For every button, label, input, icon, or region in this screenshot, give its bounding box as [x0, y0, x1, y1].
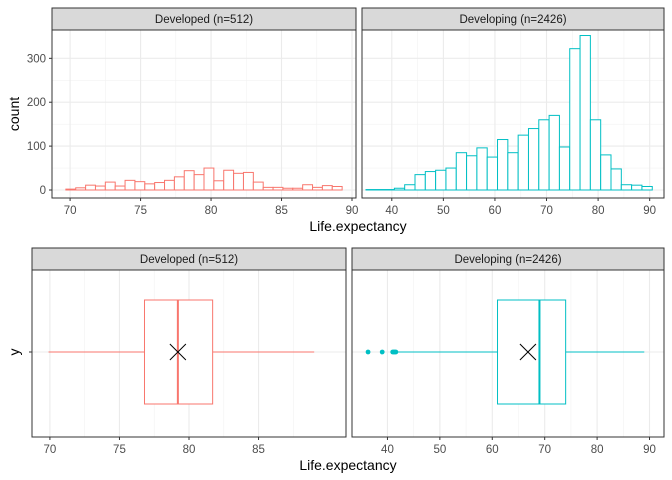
histogram-developing-bar	[538, 119, 550, 191]
histogram-developed-bar	[282, 187, 294, 191]
histogram-developed-bar	[292, 187, 304, 191]
histogram-developed-bar	[223, 169, 235, 191]
boxplot-developing-outlier-point	[393, 349, 399, 355]
histogram-y-tick-label: 100	[27, 141, 46, 153]
histogram-developed-strip-label: Developed (n=512)	[155, 14, 253, 26]
histogram-developing-bar	[476, 147, 488, 191]
boxplot-developing-outlier-point	[379, 349, 385, 355]
histogram-developing-x-tick-label: 80	[592, 205, 605, 217]
histogram-developing-strip	[361, 7, 665, 31]
histogram-developing-bar	[589, 119, 602, 191]
histogram-developed-bar	[312, 186, 323, 191]
boxplot-developing-x-tick-label: 50	[433, 444, 446, 456]
histogram-developed-bar	[173, 176, 185, 191]
histogram-y-tick-label: 200	[27, 97, 46, 109]
boxplot-developing-x-tick-label: 90	[643, 444, 656, 456]
boxplot-developed-strip	[31, 247, 347, 271]
histogram-developed-bar	[154, 182, 166, 191]
histogram-developing-bar	[435, 169, 447, 191]
histogram-developed-bar	[124, 179, 136, 191]
boxplot-developed-x-tick-label: 75	[113, 444, 126, 456]
histogram-developing-bar	[466, 155, 478, 191]
histogram-developed-bar	[331, 185, 343, 191]
histogram-developed-bar	[193, 174, 205, 191]
histogram-developed-bar	[144, 183, 156, 191]
histogram-developing-bar	[620, 184, 633, 191]
histogram-developed-x-tick-label: 70	[64, 205, 77, 217]
histogram-developed-bar	[203, 167, 215, 191]
boxplot-developing-x-tick-label: 80	[591, 444, 604, 456]
histogram-developing-bar	[600, 154, 612, 191]
histogram-developing-x-tick-label: 60	[489, 205, 502, 217]
boxplot-y-axis-title: y	[6, 349, 22, 356]
histogram-developing-bar	[486, 156, 499, 191]
boxplot-developing-box	[497, 299, 567, 405]
histogram-developing-bar	[414, 174, 426, 191]
histogram-developing-bar	[455, 152, 468, 191]
histogram-developing-x-tick-label: 70	[540, 205, 553, 217]
histogram-developed-bar	[164, 179, 175, 191]
histogram-y-tick-label: 0	[40, 185, 46, 197]
histogram-developing-bar	[631, 184, 643, 191]
histogram-developing-bar	[548, 114, 560, 191]
histogram-developed-bar	[233, 172, 244, 191]
histogram-developing-bar	[610, 168, 622, 191]
boxplot-developing-outlier-point	[365, 349, 371, 355]
histogram-developed-bar	[183, 170, 195, 191]
boxplot-developed-x-tick-label: 80	[183, 444, 196, 456]
histogram-x-axis-title: Life.expectancy	[309, 218, 406, 234]
histogram-developed-bar	[262, 186, 274, 191]
histogram-developed-bar	[252, 181, 264, 191]
histogram-developed-bar	[134, 181, 146, 191]
boxplot-developed-strip-label: Developed (n=512)	[140, 254, 238, 266]
histogram-developed-bar	[75, 187, 87, 191]
histogram-developed-bar	[114, 185, 126, 191]
histogram-developed-bar	[94, 185, 106, 191]
histogram-developing-bar	[527, 128, 540, 191]
histogram-developed-bar	[242, 171, 254, 191]
boxplot-developed-x-tick-label: 85	[252, 444, 265, 456]
histogram-y-tick-label: 300	[27, 53, 46, 65]
histogram-developed-x-tick-label: 80	[205, 205, 218, 217]
boxplot-developing-mean-marker	[519, 343, 537, 361]
histogram-developing-bar	[404, 184, 416, 191]
histogram-developing-bar	[424, 171, 437, 191]
histogram-developing-bar	[393, 187, 406, 191]
boxplot-developed-x-tick-label: 70	[44, 444, 57, 456]
histogram-developed-x-tick-label: 90	[346, 205, 359, 217]
histogram-developing-bar	[445, 167, 457, 191]
histogram-developed-bar	[65, 188, 77, 191]
histogram-developing-bar	[517, 134, 529, 191]
histogram-developing-x-tick-label: 50	[437, 205, 450, 217]
histogram-developing-x-tick-label: 90	[643, 205, 656, 217]
histogram-developed-bar	[302, 184, 314, 191]
boxplot-developing-strip-label: Developing (n=2426)	[454, 254, 561, 266]
histogram-developed-bar	[213, 180, 225, 191]
boxplot-x-axis-title: Life.expectancy	[299, 457, 396, 473]
histogram-developing-bar	[641, 185, 653, 191]
histogram-developing-bar	[569, 48, 581, 191]
boxplot-developing-x-tick-label: 60	[486, 444, 499, 456]
histogram-developing-strip-label: Developing (n=2426)	[459, 14, 566, 26]
histogram-developing-bar	[507, 152, 519, 191]
histogram-developed-bar	[321, 185, 333, 191]
histogram-developing-x-tick-label: 40	[385, 205, 398, 217]
boxplot-developing-strip	[351, 247, 665, 271]
histogram-developed-x-tick-label: 85	[275, 205, 288, 217]
histogram-developed-strip	[51, 7, 357, 31]
boxplot-developed-mean-marker	[169, 343, 187, 361]
histogram-developed-bar	[85, 184, 96, 191]
histogram-y-axis-title: count	[6, 97, 22, 131]
boxplot-developing-x-tick-label: 40	[381, 444, 394, 456]
histogram-developing-bar	[558, 146, 571, 191]
histogram-developed-bar	[272, 186, 284, 191]
histogram-developing-bar	[497, 139, 509, 191]
histogram-developed-x-tick-label: 75	[134, 205, 147, 217]
boxplot-developing-x-tick-label: 70	[538, 444, 551, 456]
histogram-developed-bar	[104, 181, 116, 191]
histogram-developing-bar	[579, 35, 591, 191]
